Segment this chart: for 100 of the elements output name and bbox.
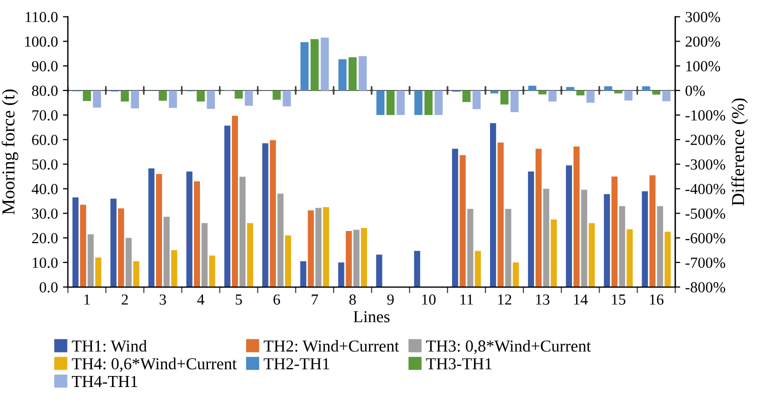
y-tick-label: 50.0 (32, 159, 58, 170)
bar (462, 90, 471, 102)
bar (320, 38, 329, 90)
bar (652, 90, 660, 95)
bar (512, 262, 519, 288)
y-tick-label: 80.0 (32, 86, 58, 96)
bar (566, 165, 572, 288)
x-tick-label: 13 (536, 294, 550, 305)
bar (662, 90, 670, 102)
bar (474, 250, 481, 288)
bar (130, 90, 140, 108)
bar (376, 254, 382, 288)
bar (300, 42, 309, 90)
bar (88, 234, 94, 288)
y2-tick-label: 0% (686, 86, 705, 96)
bar (586, 90, 595, 103)
bar (202, 223, 208, 288)
bar (510, 90, 519, 112)
bar (467, 208, 474, 288)
bar (414, 250, 420, 288)
bar (386, 90, 395, 116)
y-tick-label: 70.0 (32, 110, 58, 121)
bar (232, 116, 238, 288)
x-axis-title: Lines (354, 311, 390, 322)
bar (282, 90, 291, 106)
legend-label: TH4-TH1 (72, 376, 138, 387)
bar (460, 155, 466, 288)
bar (604, 86, 612, 90)
bar (642, 86, 650, 90)
x-tick-label: 15 (612, 294, 626, 305)
x-tick-label: 9 (387, 294, 394, 305)
bar (285, 235, 292, 288)
bar (536, 148, 542, 288)
bar (186, 172, 192, 288)
x-tick-label: 12 (498, 294, 512, 305)
bar (548, 90, 557, 102)
y2-tick-label: 200% (686, 36, 720, 47)
y-tick-label: 90.0 (32, 61, 58, 72)
x-tick-label: 2 (122, 294, 128, 305)
y-tick-label: 0.0 (40, 282, 58, 293)
bar (338, 262, 344, 288)
bar (611, 176, 618, 288)
y-tick-label: 100.0 (25, 36, 58, 47)
x-tick-label: 6 (274, 294, 280, 305)
y-tick-label: 110.0 (26, 12, 58, 22)
bar (224, 126, 230, 288)
bar (574, 146, 580, 288)
bar (194, 181, 200, 288)
bar (360, 228, 368, 288)
bar (434, 90, 443, 116)
y2-tick-label: -300% (686, 159, 726, 170)
bar (148, 168, 154, 288)
bar (262, 143, 268, 288)
x-tick-label: 11 (460, 294, 473, 305)
y-tick-label: 30.0 (32, 208, 58, 219)
bar (72, 197, 79, 288)
bar (338, 59, 347, 90)
bar (414, 90, 422, 116)
bar (490, 90, 498, 94)
bar (376, 90, 384, 116)
y2-tick-label: -400% (686, 184, 726, 194)
x-tick-label: 4 (197, 294, 204, 305)
bar (315, 208, 322, 288)
bar (110, 198, 116, 288)
bar (92, 90, 102, 108)
y2-tick-label: -200% (686, 134, 726, 146)
bar (234, 90, 243, 99)
bar (624, 90, 632, 101)
bar (239, 176, 246, 288)
bar (626, 229, 633, 288)
y-axis-title: Mooring force (t) (2, 90, 18, 215)
bar (657, 206, 664, 288)
legend-label: TH2-TH1 (264, 358, 330, 370)
bar (619, 206, 626, 288)
y2-tick-label: 300% (686, 12, 720, 22)
bar (500, 90, 508, 104)
y2-tick-label: -700% (686, 258, 726, 268)
bar (171, 250, 178, 288)
bar (80, 204, 86, 288)
bar (576, 90, 584, 96)
x-tick-label: 10 (422, 294, 436, 305)
bar (348, 57, 357, 90)
bar (247, 223, 254, 288)
bar (581, 190, 588, 288)
bar (270, 140, 276, 288)
x-tick-label: 16 (650, 294, 664, 305)
bar (244, 90, 253, 106)
legend-label: TH3: 0,8*Wind+Current (426, 340, 591, 354)
bar (396, 90, 405, 116)
y2-tick-label: -800% (686, 282, 726, 293)
bar (164, 216, 170, 288)
legend-label: TH1: Wind (72, 340, 147, 352)
x-tick-label: 14 (574, 294, 588, 305)
bar (358, 56, 367, 90)
bar (206, 90, 215, 109)
x-tick-label: 3 (160, 294, 166, 305)
bar (156, 174, 162, 288)
bar (300, 261, 306, 288)
y2-tick-label: -500% (686, 208, 726, 219)
x-tick-label: 1 (84, 294, 90, 305)
